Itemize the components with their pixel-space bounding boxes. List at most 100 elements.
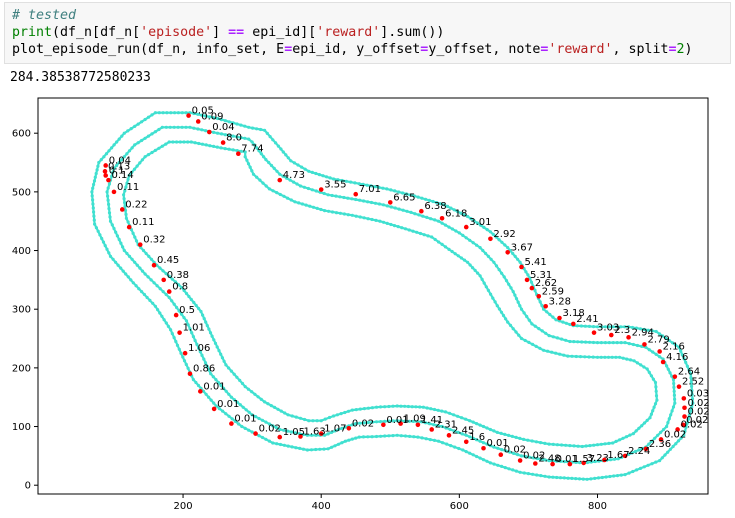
track-inner-border-waypoint (648, 416, 652, 420)
car-position-point (236, 151, 241, 157)
track-outer-border-waypoint (500, 240, 504, 244)
track-inner-border-waypoint (300, 202, 304, 206)
track-inner-border-waypoint (624, 435, 629, 439)
track-center-line-waypoint (533, 324, 537, 328)
track-inner-border-waypoint (459, 256, 463, 260)
x-tick-label: 800 (588, 501, 607, 512)
track-center-line-waypoint (672, 389, 676, 393)
track-inner-border-waypoint (570, 354, 574, 358)
reward-label: 0.86 (193, 364, 215, 375)
track-outer-border-waypoint (679, 436, 683, 440)
track-outer-border-waypoint (542, 307, 546, 311)
track-outer-border-waypoint (93, 222, 97, 226)
track-inner-border-waypoint (335, 413, 339, 417)
track-center-line-waypoint (138, 266, 142, 270)
track-inner-border-waypoint (655, 398, 659, 402)
track-inner-border-waypoint (339, 412, 343, 416)
track-center-line-waypoint (133, 260, 137, 264)
track-outer-border-waypoint (690, 405, 694, 409)
track-outer-border-waypoint (237, 422, 241, 426)
track-inner-border-waypoint (311, 419, 315, 423)
track-center-line-waypoint (278, 427, 282, 432)
track-center-line-waypoint (383, 419, 387, 423)
car-position-point (182, 350, 188, 356)
track-inner-border-waypoint (497, 307, 501, 311)
track-outer-border-waypoint (686, 417, 690, 421)
track-outer-border-waypoint (142, 292, 146, 297)
track-center-line-waypoint (257, 149, 261, 153)
car-position-point (195, 119, 201, 124)
track-inner-border-waypoint (492, 429, 496, 433)
track-center-line-waypoint (264, 420, 268, 424)
track-inner-border-waypoint (415, 230, 419, 234)
car-position-point (353, 191, 359, 197)
code-cell-input[interactable]: # tested print(df_n[df_n['episode'] == e… (4, 2, 731, 64)
track-outer-border-waypoint (591, 325, 596, 329)
track-inner-border-waypoint (407, 228, 411, 232)
track-outer-border-waypoint (255, 127, 259, 131)
track-outer-border-waypoint (540, 303, 544, 308)
track-inner-border-waypoint (414, 405, 418, 409)
track-center-line-waypoint (572, 340, 576, 344)
track-outer-border-waypoint (111, 257, 115, 261)
track-center-line-waypoint (342, 195, 346, 200)
track-outer-border-waypoint (268, 135, 272, 139)
track-outer-border-waypoint (564, 321, 569, 325)
reward-label: 1.01 (183, 323, 205, 334)
car-position-point (642, 342, 647, 347)
track-inner-border-waypoint (437, 240, 441, 244)
track-outer-border-waypoint (555, 475, 559, 480)
track-center-line-waypoint (440, 424, 444, 429)
track-outer-border-waypoint (314, 171, 318, 176)
track-outer-border-waypoint (518, 260, 522, 264)
track-center-line-waypoint (415, 420, 419, 424)
track-inner-border-waypoint (343, 410, 347, 415)
track-center-line-waypoint (504, 279, 509, 283)
track-center-line-waypoint (282, 428, 286, 432)
car-position-point (488, 236, 493, 242)
track-center-line-waypoint (580, 340, 584, 344)
track-center-line-waypoint (278, 172, 282, 176)
track-inner-border-waypoint (283, 411, 287, 415)
track-center-line-waypoint (544, 331, 548, 335)
track-inner-border-waypoint (250, 390, 254, 394)
track-center-line-waypoint (136, 141, 140, 145)
track-outer-border-waypoint (611, 325, 615, 329)
track-inner-border-waypoint (248, 165, 252, 169)
track-center-line-waypoint (555, 336, 560, 340)
track-outer-border-waypoint (654, 460, 658, 464)
track-outer-border-waypoint (485, 228, 489, 232)
track-inner-border-waypoint (177, 283, 181, 287)
track-inner-border-waypoint (231, 148, 235, 152)
track-center-line-waypoint (436, 424, 440, 428)
track-center-line-waypoint (456, 430, 460, 434)
track-outer-border-waypoint (119, 266, 123, 270)
track-outer-border-waypoint (478, 456, 482, 460)
code-editor[interactable]: # tested print(df_n[df_n['episode'] == e… (12, 7, 693, 58)
track-outer-border-waypoint (233, 419, 237, 423)
track-outer-border-waypoint (404, 192, 409, 196)
track-center-line-waypoint (527, 318, 531, 322)
car-position-point (137, 242, 143, 247)
track-inner-border-waypoint (215, 145, 219, 149)
track-outer-border-waypoint (452, 208, 456, 212)
y-tick-label: 0 (25, 481, 31, 492)
track-center-line-waypoint (160, 125, 164, 129)
track-center-line-waypoint (127, 149, 132, 153)
track-outer-border-waypoint (170, 332, 174, 336)
track-outer-border-waypoint (247, 428, 251, 432)
track-outer-border-waypoint (365, 183, 369, 187)
track-inner-border-waypoint (473, 268, 477, 272)
car-position-point (103, 163, 108, 168)
track-center-line-waypoint (224, 389, 228, 393)
car-position-point (419, 208, 424, 214)
track-outer-border-waypoint (481, 458, 486, 462)
track-center-line-waypoint (157, 127, 161, 132)
track-inner-border-waypoint (621, 436, 625, 440)
track-outer-border-waypoint (172, 336, 176, 340)
reward-label: 0.1 (109, 165, 125, 176)
track-center-line-waypoint (411, 419, 415, 423)
track-outer-border-waypoint (593, 476, 597, 480)
track-outer-border-waypoint (554, 318, 558, 322)
track-inner-border-waypoint (495, 304, 499, 308)
